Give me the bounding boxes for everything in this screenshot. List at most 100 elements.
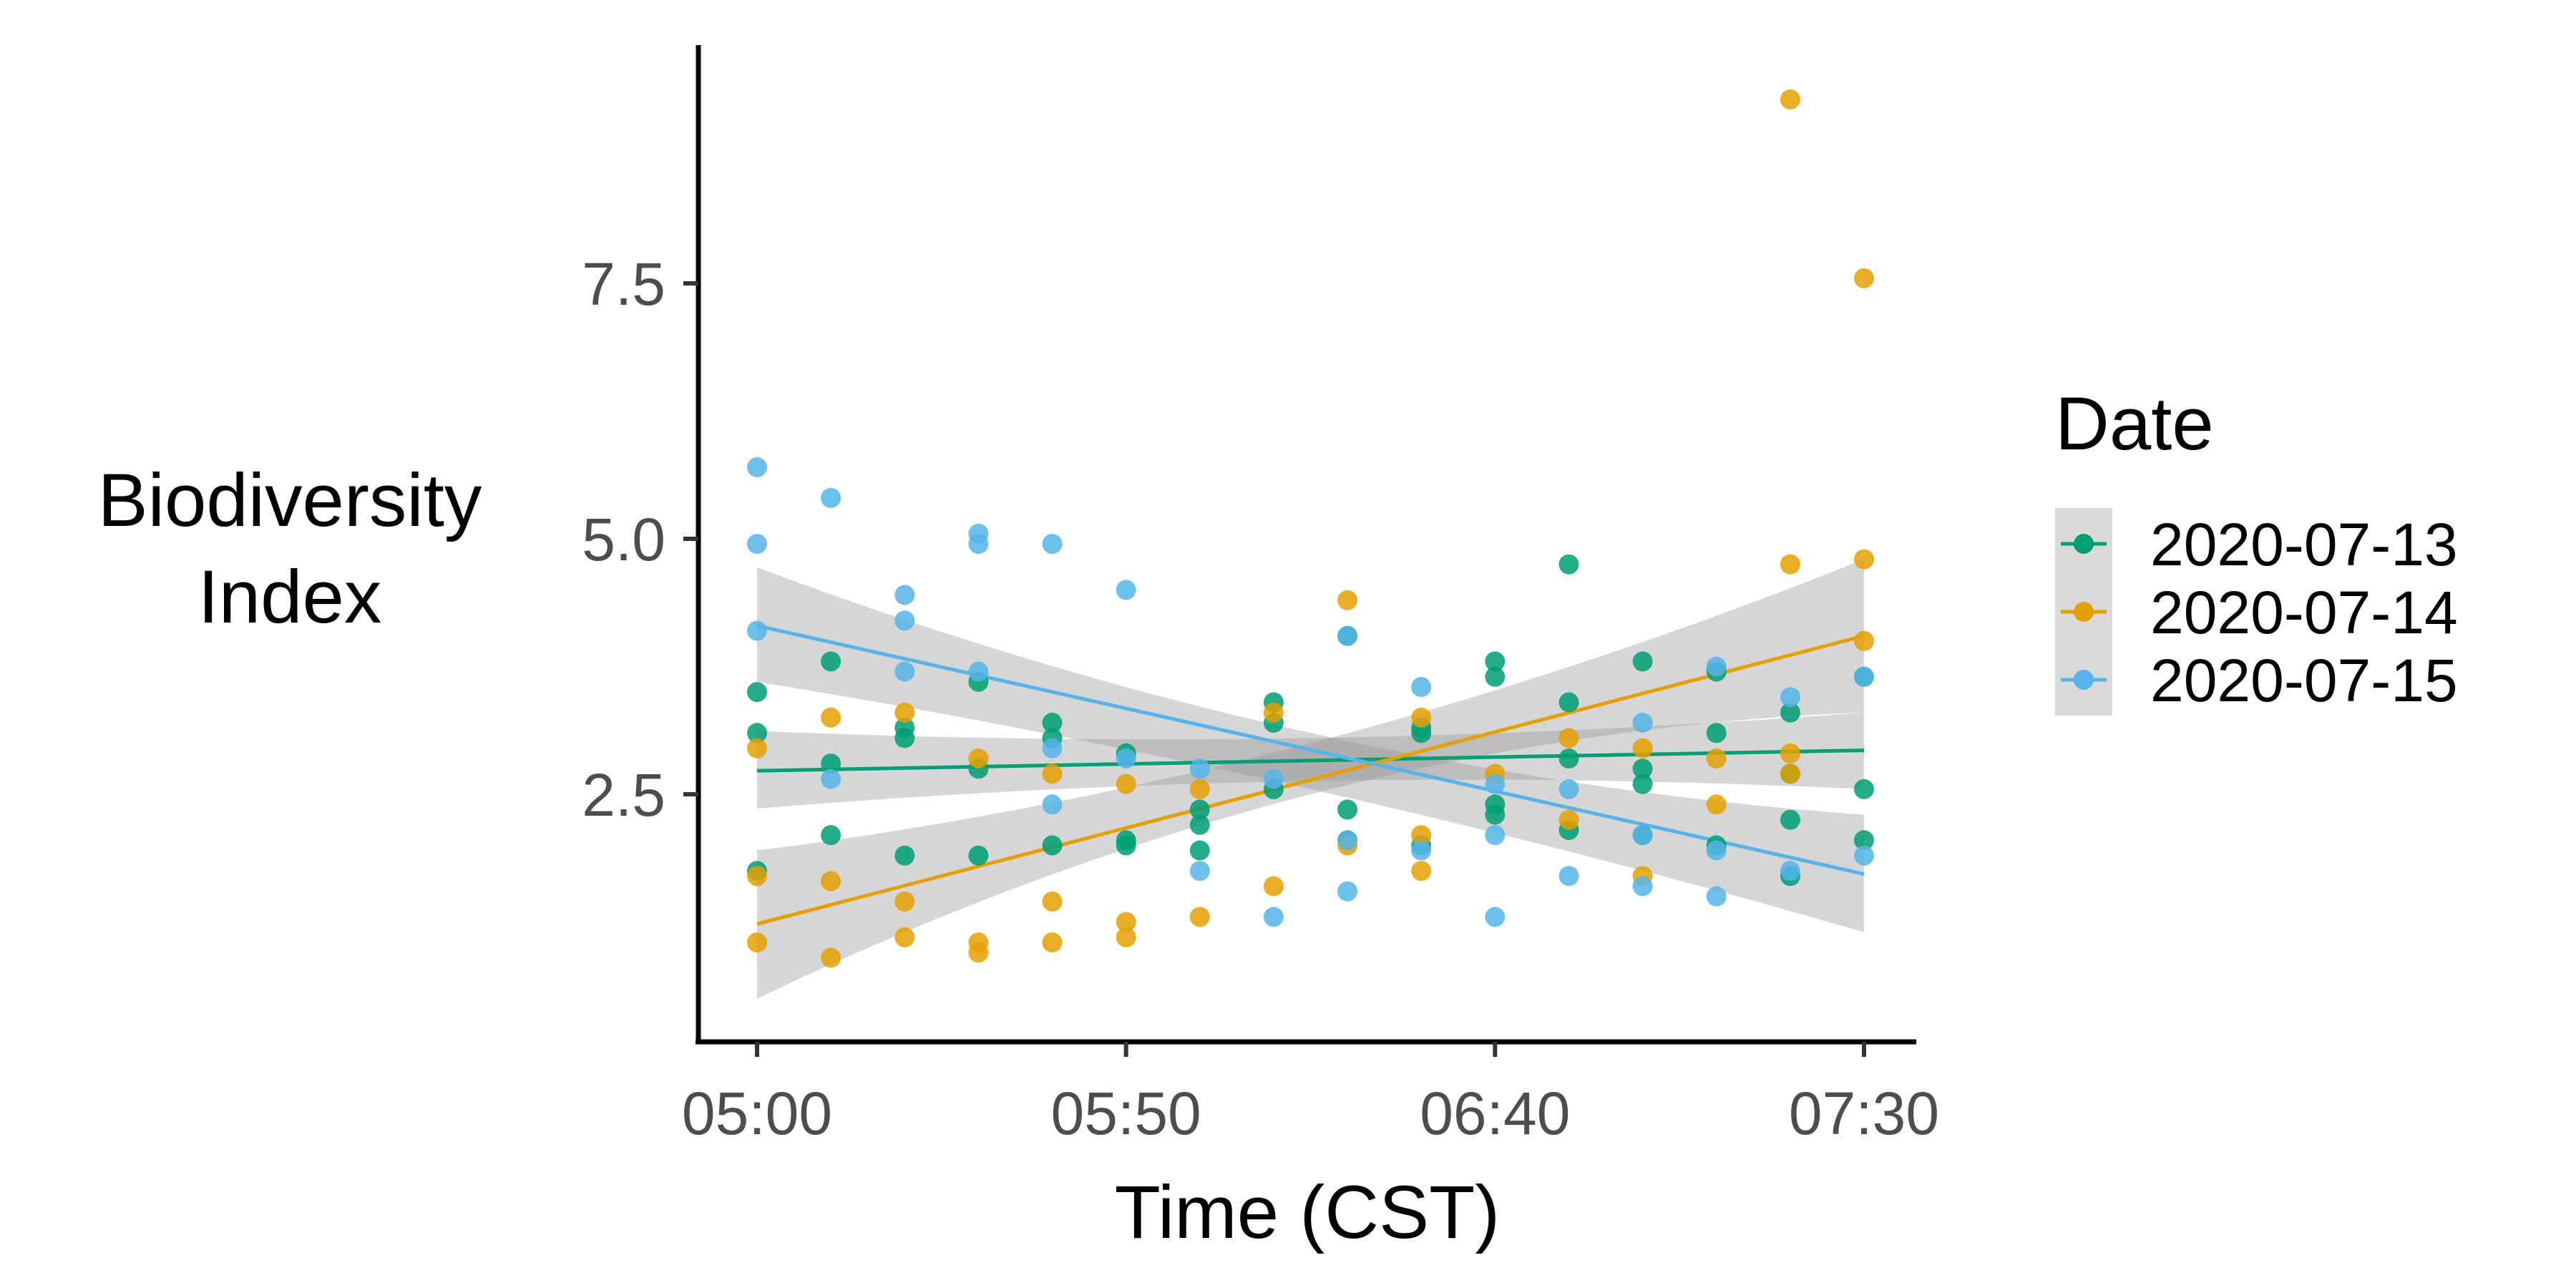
data-point-1 xyxy=(1780,743,1800,763)
data-point-2 xyxy=(821,488,841,508)
data-point-1 xyxy=(1780,555,1800,575)
data-point-0 xyxy=(968,846,988,866)
data-point-1 xyxy=(1190,907,1210,927)
data-point-2 xyxy=(1854,667,1874,687)
x-tick-label: 07:30 xyxy=(1789,1080,1939,1147)
data-point-1 xyxy=(894,703,914,723)
data-point-2 xyxy=(1707,841,1727,861)
data-point-2 xyxy=(968,534,988,554)
data-point-1 xyxy=(1116,774,1136,794)
data-point-0 xyxy=(821,651,841,671)
data-point-2 xyxy=(1116,580,1136,600)
y-axis-title-line-2: Index xyxy=(198,555,382,639)
data-point-1 xyxy=(968,748,988,769)
data-point-2 xyxy=(1485,825,1505,845)
data-point-1 xyxy=(1559,810,1579,830)
data-point-2 xyxy=(1264,907,1284,927)
data-point-2 xyxy=(1707,657,1727,677)
legend-title: Date xyxy=(2055,382,2214,466)
data-point-1 xyxy=(1411,708,1431,728)
data-point-1 xyxy=(1707,794,1727,814)
data-point-2 xyxy=(1485,774,1505,794)
data-point-0 xyxy=(1485,805,1505,825)
data-point-2 xyxy=(1633,713,1653,733)
data-point-2 xyxy=(1264,769,1284,789)
data-point-0 xyxy=(1854,779,1874,799)
x-tick-label: 05:00 xyxy=(682,1080,832,1147)
data-point-2 xyxy=(1411,841,1431,861)
data-point-0 xyxy=(1633,774,1653,794)
data-point-0 xyxy=(1043,835,1063,855)
data-point-2 xyxy=(1043,534,1063,554)
data-point-2 xyxy=(747,457,767,477)
data-point-2 xyxy=(894,610,914,630)
data-point-2 xyxy=(894,662,914,682)
data-point-2 xyxy=(1485,907,1505,927)
data-point-1 xyxy=(1559,728,1579,748)
data-point-1 xyxy=(747,932,767,952)
legend-key-point xyxy=(2074,670,2094,690)
data-point-1 xyxy=(1854,268,1874,288)
data-point-1 xyxy=(894,927,914,947)
data-point-2 xyxy=(1411,677,1431,697)
data-point-2 xyxy=(1190,758,1210,779)
data-point-1 xyxy=(1780,89,1800,109)
data-point-1 xyxy=(1043,932,1063,952)
data-point-0 xyxy=(1116,835,1136,855)
data-point-0 xyxy=(1485,667,1505,687)
data-point-0 xyxy=(894,846,914,866)
data-point-0 xyxy=(1337,799,1357,819)
x-tick-label: 05:50 xyxy=(1051,1080,1201,1147)
data-point-1 xyxy=(1264,703,1284,723)
y-tick-label: 7.5 xyxy=(582,250,665,318)
data-point-1 xyxy=(1116,927,1136,947)
legend-label: 2020-07-13 xyxy=(2150,511,2458,578)
data-point-2 xyxy=(821,769,841,789)
data-point-2 xyxy=(1559,866,1579,886)
legend: Date 2020-07-132020-07-142020-07-15 xyxy=(2055,382,2458,716)
y-tick-label: 5.0 xyxy=(582,506,665,573)
legend-key-point xyxy=(2074,534,2094,554)
x-tick-label: 06:40 xyxy=(1420,1080,1570,1147)
data-point-1 xyxy=(894,892,914,912)
data-point-2 xyxy=(1559,779,1579,799)
data-point-2 xyxy=(747,534,767,554)
legend-items: 2020-07-132020-07-142020-07-15 xyxy=(2061,511,2458,714)
data-point-2 xyxy=(1337,882,1357,902)
data-point-1 xyxy=(821,871,841,891)
data-point-2 xyxy=(1337,830,1357,850)
data-point-0 xyxy=(1559,555,1579,575)
data-point-0 xyxy=(1559,748,1579,769)
data-point-2 xyxy=(1116,748,1136,769)
legend-label: 2020-07-15 xyxy=(2150,647,2458,714)
data-point-1 xyxy=(1707,748,1727,769)
data-point-2 xyxy=(747,621,767,641)
data-point-0 xyxy=(1707,723,1727,743)
data-point-1 xyxy=(1854,550,1874,570)
data-point-0 xyxy=(1780,810,1800,830)
data-point-1 xyxy=(1854,631,1874,651)
y-axis-ticks: 2.5 5.0 7.5 xyxy=(582,250,698,829)
data-point-1 xyxy=(1043,892,1063,912)
data-point-0 xyxy=(894,728,914,748)
y-tick-label: 2.5 xyxy=(582,761,665,829)
data-point-2 xyxy=(968,662,988,682)
legend-label: 2020-07-14 xyxy=(2150,579,2458,646)
data-point-0 xyxy=(1559,693,1579,713)
data-point-0 xyxy=(1190,841,1210,861)
data-point-1 xyxy=(1043,763,1063,784)
y-axis-title-line-1: Biodiversity xyxy=(98,459,482,542)
data-point-2 xyxy=(1780,687,1800,707)
data-point-1 xyxy=(1780,763,1800,784)
x-axis-title: Time (CST) xyxy=(1115,1171,1501,1254)
data-point-2 xyxy=(1043,794,1063,814)
data-point-1 xyxy=(821,948,841,968)
data-point-2 xyxy=(1633,825,1653,845)
data-point-2 xyxy=(1780,861,1800,881)
data-point-0 xyxy=(821,825,841,845)
data-point-1 xyxy=(1633,738,1653,758)
data-point-2 xyxy=(1337,626,1357,646)
data-point-2 xyxy=(1854,846,1874,866)
data-point-1 xyxy=(1264,877,1284,897)
data-point-1 xyxy=(747,866,767,886)
